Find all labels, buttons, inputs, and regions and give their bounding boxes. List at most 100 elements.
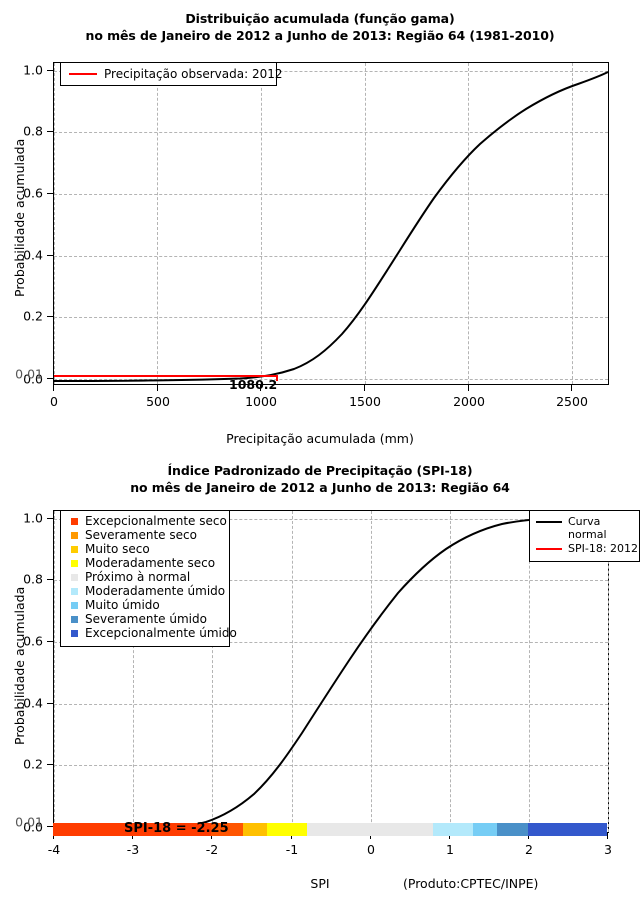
chart2-legend-item-3[interactable]: Moderadamente seco bbox=[61, 556, 229, 570]
chart2-legend-item-0[interactable]: Excepcionalmente seco bbox=[61, 514, 229, 528]
chart2-legend-item-8[interactable]: Excepcionalmente úmido bbox=[61, 626, 237, 640]
chart1-xticklabel-2500: 2500 bbox=[556, 394, 588, 409]
chart2-xticklabel--4: -4 bbox=[47, 842, 61, 857]
chart2-xtick-2 bbox=[528, 833, 529, 839]
colorbar-seg-severamente-umido bbox=[497, 823, 528, 836]
chart2-series-legend-item-curva[interactable]: Curva bbox=[530, 515, 639, 528]
chart2-legend-item-6[interactable]: Muito úmido bbox=[61, 598, 229, 612]
chart2-series-legend-label-spi: SPI-18: 2012 bbox=[568, 541, 639, 555]
chart2-xticklabel--2: -2 bbox=[205, 842, 219, 857]
chart2-xticklabel-2: 2 bbox=[525, 842, 533, 857]
chart1-yticklabel-0.01: 0.01 bbox=[15, 366, 43, 382]
chart2-gridline-y-0.2 bbox=[54, 765, 608, 766]
chart2-ytick-0.4 bbox=[47, 703, 53, 704]
colorbar-seg-muito-seco bbox=[243, 823, 267, 836]
chart1-ytick-0.0 bbox=[47, 378, 53, 379]
chart2-title-line2: no mês de Janeiro de 2012 a Junho de 201… bbox=[130, 480, 510, 495]
colorbar-seg-excepcionalmente-umido bbox=[528, 823, 607, 836]
chart2-yticklabel-0.6: 0.6 bbox=[23, 633, 43, 649]
chart1-xticklabel-0: 0 bbox=[50, 394, 58, 409]
chart1-title-line2: no mês de Janeiro de 2012 a Junho de 201… bbox=[85, 28, 555, 43]
chart2-gridline-y-0.4 bbox=[54, 704, 608, 705]
chart1-gridline-x-500 bbox=[157, 63, 158, 384]
chart2-legend-label-0: Excepcionalmente seco bbox=[85, 514, 227, 528]
chart1-gridline-x-0 bbox=[54, 63, 55, 384]
black-line-icon bbox=[536, 520, 562, 523]
chart2-legend-label-5: Moderadamente úmido bbox=[85, 584, 226, 598]
chart1-title-line1: Distribuição acumulada (função gama) bbox=[185, 11, 455, 26]
chart-panel-gamma: Distribuição acumulada (função gama) no … bbox=[12, 11, 609, 446]
category-swatch-icon bbox=[71, 517, 78, 525]
producer-credit: (Produto:CPTEC/INPE) bbox=[403, 876, 539, 891]
chart2-series-legend-item-curva-2: normal bbox=[530, 528, 639, 542]
chart1-gridline-x-2500 bbox=[572, 63, 573, 384]
chart2-legend-item-4[interactable]: Próximo à normal bbox=[61, 570, 229, 584]
chart2-xtick-0 bbox=[370, 833, 371, 839]
chart2-category-legend[interactable]: Excepcionalmente seco Severamente seco M… bbox=[60, 510, 237, 647]
chart2-gridline-x--1 bbox=[292, 511, 293, 832]
chart2-legend-item-7[interactable]: Severamente úmido bbox=[61, 612, 229, 626]
chart2-legend-label-8: Excepcionalmente úmido bbox=[85, 626, 237, 640]
chart1-xaxis-title: Precipitação acumulada (mm) bbox=[226, 431, 414, 446]
chart1-gridline-y-0.2 bbox=[54, 317, 608, 318]
chart1-yticklabel-0.0: 0.0 bbox=[23, 371, 43, 387]
category-swatch-icon bbox=[71, 573, 78, 581]
category-swatch-icon bbox=[71, 545, 78, 553]
chart2-series-legend[interactable]: Curva normal SPI-18: 2012 bbox=[529, 510, 640, 562]
chart2-ytick-0.8 bbox=[47, 579, 53, 580]
colorbar-seg-moderadamente-umido bbox=[433, 823, 473, 836]
chart2-xticklabel-3: 3 bbox=[604, 842, 612, 857]
category-swatch-icon bbox=[71, 601, 78, 609]
chart2-xtick--1 bbox=[291, 833, 292, 839]
chart2-gridline-x-3 bbox=[608, 511, 609, 832]
category-swatch-icon bbox=[71, 531, 78, 539]
chart2-ytick-0.6 bbox=[47, 641, 53, 642]
category-swatch-icon bbox=[71, 587, 78, 595]
chart1-gridline-x-2000 bbox=[468, 63, 469, 384]
chart1-yticklabel-0.8: 0.8 bbox=[23, 123, 43, 139]
chart2-legend-item-1[interactable]: Severamente seco bbox=[61, 528, 229, 542]
chart2-xticklabel-1: 1 bbox=[446, 842, 454, 857]
chart2-gridline-x--4 bbox=[54, 511, 55, 832]
chart2-legend-label-2: Muito seco bbox=[85, 542, 150, 556]
chart2-yticklabel-1.0: 1.0 bbox=[23, 510, 43, 526]
spi-value-annotation: SPI-18 = -2.25 bbox=[124, 821, 229, 836]
chart2-legend-label-6: Muito úmido bbox=[85, 598, 160, 612]
chart1-ytick-0.2 bbox=[47, 316, 53, 317]
chart-panel-spi: Índice Padronizado de Precipitação (SPI-… bbox=[0, 455, 640, 900]
chart1-yticklabel-0.6: 0.6 bbox=[23, 185, 43, 201]
chart2-xtick-3 bbox=[607, 833, 608, 839]
chart2-legend-item-5[interactable]: Moderadamente úmido bbox=[61, 584, 229, 598]
chart2-xtick--2 bbox=[211, 833, 212, 839]
chart1-legend[interactable]: Precipitação observada: 2012 bbox=[60, 62, 282, 86]
chart1-xtick-0 bbox=[53, 385, 54, 391]
chart1-xticklabel-500: 500 bbox=[146, 394, 170, 409]
chart1-gridline-x-1500 bbox=[365, 63, 366, 384]
chart1-gridline-y-0.4 bbox=[54, 256, 608, 257]
category-swatch-icon bbox=[71, 629, 78, 637]
colorbar-seg-moderadamente-seco bbox=[267, 823, 307, 836]
chart1-legend-item-observed[interactable]: Precipitação observada: 2012 bbox=[61, 63, 282, 85]
chart2-legend-label-7: Severamente úmido bbox=[85, 612, 207, 626]
chart2-xticklabel-0: 0 bbox=[367, 842, 375, 857]
chart1-yticklabel-1.0: 1.0 bbox=[23, 62, 43, 78]
chart2-legend-label-4: Próximo à normal bbox=[85, 570, 191, 584]
chart1-xtick-2500 bbox=[571, 385, 572, 391]
chart2-xticklabel--3: -3 bbox=[126, 842, 140, 857]
chart1-gamma-curve bbox=[53, 71, 609, 382]
chart1-yaxis-title: Probabilidade acumulada bbox=[12, 138, 27, 297]
chart2-yaxis-title: Probabilidade acumulada bbox=[12, 586, 27, 745]
colorbar-seg-proximo-a-normal bbox=[307, 823, 433, 836]
chart2-series-legend-item-spi[interactable]: SPI-18: 2012 bbox=[530, 542, 639, 555]
chart1-ytick-0.4 bbox=[47, 255, 53, 256]
chart1-ytick-0.8 bbox=[47, 131, 53, 132]
colorbar-seg-muito-umido bbox=[473, 823, 497, 836]
chart2-legend-item-2[interactable]: Muito seco bbox=[61, 542, 229, 556]
chart1-xtick-1000 bbox=[260, 385, 261, 391]
category-swatch-icon bbox=[71, 559, 78, 567]
chart2-series-legend-label-curva: Curva bbox=[568, 514, 601, 528]
chart2-ytick-0.0 bbox=[47, 826, 53, 827]
chart2-ytick-0.2 bbox=[47, 764, 53, 765]
chart1-yticklabel-0.4: 0.4 bbox=[23, 247, 43, 263]
category-swatch-icon bbox=[71, 615, 78, 623]
